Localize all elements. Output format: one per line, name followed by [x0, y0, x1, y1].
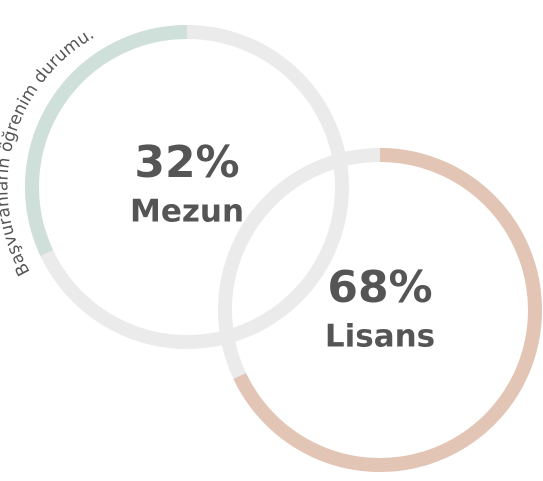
value-label: 32% [134, 137, 239, 188]
category-label: Mezun [130, 194, 244, 230]
ring-arc [25, 25, 188, 256]
category-label: Lisans [325, 319, 435, 355]
ring-arc [233, 148, 542, 472]
value-label: 68% [327, 262, 432, 313]
